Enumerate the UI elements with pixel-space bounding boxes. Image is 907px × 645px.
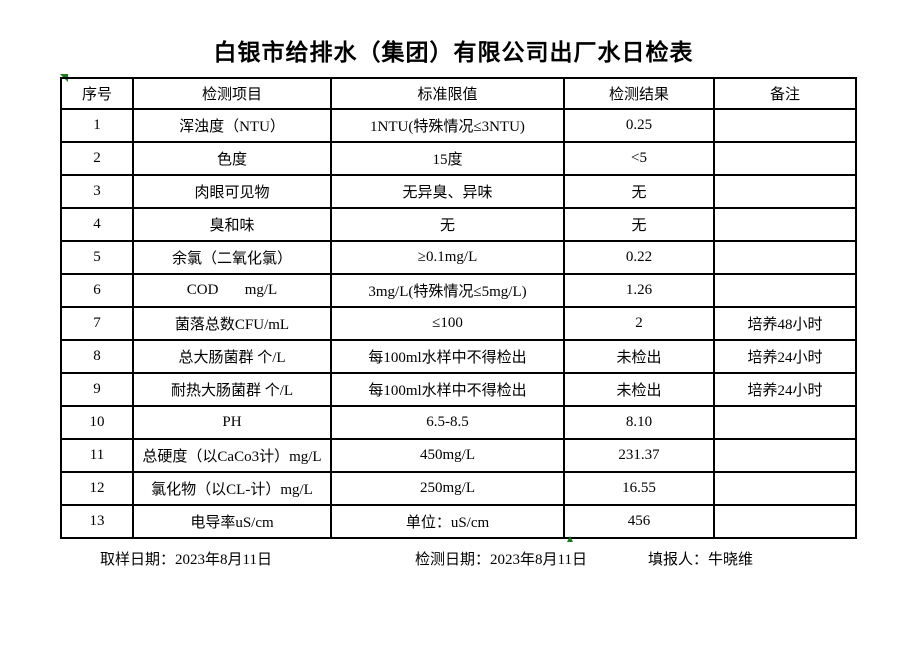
cell-note [713,405,857,440]
cell-item: 电导率uS/cm [132,504,332,539]
cell-note [713,174,857,209]
cell-result: 未检出 [563,339,715,374]
cell-result: 8.10 [563,405,715,440]
cell-note [713,504,857,539]
cell-item: 肉眼可见物 [132,174,332,209]
cell-limit: ≥0.1mg/L [330,240,565,275]
cell-limit: 3mg/L(特殊情况≤5mg/L) [330,273,565,308]
cell-item: 总硬度（以CaCo3计）mg/L [132,438,332,473]
cell-result: 0.22 [563,240,715,275]
cell-result: 2 [563,306,715,341]
cell-limit: 无 [330,207,565,242]
table-row: 12 氯化物（以CL-计）mg/L 250mg/L 16.55 [60,471,857,506]
cell-limit: ≤100 [330,306,565,341]
col-header-limit: 标准限值 [330,77,565,110]
reporter-label: 填报人：牛晓维 [648,552,754,568]
cell-result: 无 [563,207,715,242]
cell-item: 臭和味 [132,207,332,242]
table-row: 8 总大肠菌群 个/L 每100ml水样中不得检出 未检出 培养24小时 [60,339,857,374]
cell-index: 2 [60,141,134,176]
table-row: 4 臭和味无无 [60,207,857,242]
cell-result: 456 [563,504,715,539]
table-row: 11 总硬度（以CaCo3计）mg/L 450mg/L 231.37 [60,438,857,473]
table-row: 5 余氯（二氧化氯） ≥0.1mg/L 0.22 [60,240,857,275]
table-row: 1 浑浊度（NTU） 1NTU(特殊情况≤3NTU) 0.25 [60,108,857,143]
table-row: 2 色度 15度 <5 [60,141,857,176]
cell-result: 无 [563,174,715,209]
cell-index: 12 [60,471,134,506]
cell-item: 菌落总数CFU/mL [132,306,332,341]
cell-note [713,108,857,143]
cell-limit: 1NTU(特殊情况≤3NTU) [330,108,565,143]
cell-note: 培养24小时 [713,372,857,407]
cell-item: 浑浊度（NTU） [132,108,332,143]
cell-limit: 250mg/L [330,471,565,506]
col-header-result: 检测结果 [563,77,715,110]
table-row: 3 肉眼可见物 无异臭、异味无 [60,174,857,209]
cell-note [713,471,857,506]
cell-note [713,273,857,308]
header-row: 序号 检测项目 标准限值 检测结果 备注 [60,77,857,110]
cell-result: 未检出 [563,372,715,407]
cell-index: 4 [60,207,134,242]
cell-limit: 每100ml水样中不得检出 [330,339,565,374]
cell-index: 8 [60,339,134,374]
table-row: 6 COD mg/L 3mg/L(特殊情况≤5mg/L) 1.26 [60,273,857,308]
table-row: 9 耐热大肠菌群 个/L 每100ml水样中不得检出 未检出 培养24小时 [60,372,857,407]
cell-index: 9 [60,372,134,407]
testing-date-label: 检测日期：2023年8月11日 [415,552,587,568]
page-title: 白银市给排水（集团）有限公司出厂水日检表 [213,40,694,65]
cell-item: 总大肠菌群 个/L [132,339,332,374]
cell-index: 3 [60,174,134,209]
excel-comment-marker-icon [567,536,573,542]
table-body: 1 浑浊度（NTU） 1NTU(特殊情况≤3NTU) 0.25 2 色度 15度 <5 3 肉眼可… [60,108,857,539]
cell-item: 余氯（二氧化氯） [132,240,332,275]
cell-limit: 6.5-8.5 [330,405,565,440]
cell-item: 色度 [132,141,332,176]
cell-item: PH [132,405,332,440]
sampling-date-label: 取样日期：2023年8月11日 [100,552,272,568]
cell-result: 1.26 [563,273,715,308]
cell-item: COD mg/L [132,273,332,308]
cell-index: 5 [60,240,134,275]
table-row: 7 菌落总数CFU/mL ≤100 2 培养48小时 [60,306,857,341]
cell-index: 1 [60,108,134,143]
cell-note [713,141,857,176]
cell-index: 6 [60,273,134,308]
inspection-table: 序号 检测项目 标准限值 检测结果 备注 1 浑浊度（NTU） 1NTU(特殊情况≤… [60,77,857,539]
cell-limit: 15度 [330,141,565,176]
col-header-item: 检测项目 [132,77,332,110]
cell-item: 氯化物（以CL-计）mg/L [132,471,332,506]
cell-note [713,207,857,242]
cell-limit: 单位：uS/cm [330,504,565,539]
cell-note [713,438,857,473]
footer: 取样日期：2023年8月11日 检测日期：2023年8月11日 填报人：牛晓维 [0,548,907,570]
table-row: 10 PH 6.5-8.5 8.10 [60,405,857,440]
cell-item: 耐热大肠菌群 个/L [132,372,332,407]
cell-index: 13 [60,504,134,539]
cell-index: 7 [60,306,134,341]
table-row: 13 电导率uS/cm 单位：uS/cm 456 [60,504,857,539]
cell-limit: 450mg/L [330,438,565,473]
cell-note [713,240,857,275]
cell-limit: 每100ml水样中不得检出 [330,372,565,407]
cell-result: <5 [563,141,715,176]
cell-note: 培养24小时 [713,339,857,374]
cell-index: 10 [60,405,134,440]
col-header-index: 序号 [60,77,134,110]
cell-result: 16.55 [563,471,715,506]
cell-note: 培养48小时 [713,306,857,341]
cell-result: 231.37 [563,438,715,473]
cell-limit: 无异臭、异味 [330,174,565,209]
cell-index: 11 [60,438,134,473]
cell-result: 0.25 [563,108,715,143]
col-header-note: 备注 [713,77,857,110]
